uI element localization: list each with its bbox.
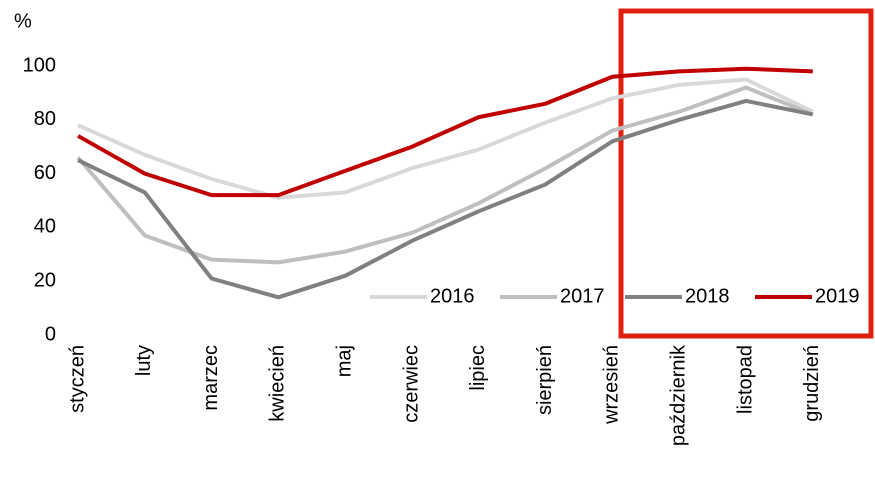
y-tick-label: 0 bbox=[45, 323, 56, 345]
x-tick-label: marzec bbox=[200, 345, 222, 411]
x-tick-label: sierpień bbox=[534, 345, 556, 415]
y-tick-label: 80 bbox=[34, 108, 56, 130]
y-axis-label: % bbox=[14, 10, 32, 32]
x-tick-label: lipiec bbox=[467, 345, 489, 391]
x-tick-label: styczeń bbox=[66, 345, 88, 413]
x-tick-label: kwiecień bbox=[267, 345, 289, 422]
y-tick-label: 100 bbox=[23, 54, 56, 76]
x-tick-label: czerwiec bbox=[400, 345, 422, 423]
legend-label: 2018 bbox=[685, 285, 730, 307]
legend-label: 2019 bbox=[815, 285, 860, 307]
legend-label: 2017 bbox=[560, 285, 605, 307]
line-series bbox=[77, 66, 813, 198]
x-tick-label: październik bbox=[667, 344, 689, 446]
x-tick-label: maj bbox=[333, 345, 355, 377]
line-series bbox=[77, 98, 814, 300]
y-tick-label: 20 bbox=[34, 269, 56, 291]
highlight-frame bbox=[618, 8, 874, 339]
y-tick-label: 40 bbox=[34, 216, 56, 238]
x-tick-label: listopad bbox=[734, 345, 756, 414]
y-tick-label: 60 bbox=[34, 162, 56, 184]
legend-label: 2016 bbox=[430, 285, 475, 307]
x-tick-label: grudzień bbox=[801, 345, 823, 422]
line-series bbox=[77, 77, 814, 200]
x-tick-label: wrzesień bbox=[601, 345, 623, 425]
line-series bbox=[76, 85, 814, 265]
x-tick-label: luty bbox=[133, 345, 155, 376]
